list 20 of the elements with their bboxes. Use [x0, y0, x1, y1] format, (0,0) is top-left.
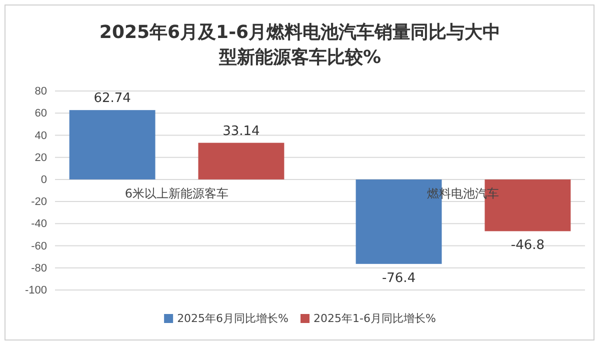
y-tick-label: 60: [34, 108, 47, 120]
bar: [69, 110, 156, 180]
chart-title: 2025年6月及1-6月燃料电池汽车销量同比与大中型新能源客车比较%: [99, 22, 501, 68]
data-label: 33.14: [222, 124, 260, 139]
legend-label: 2025年6月同比增长%: [177, 312, 289, 325]
y-tick-label: 80: [34, 86, 47, 98]
y-tick-label: -20: [31, 196, 47, 208]
y-tick-label: 0: [40, 174, 47, 186]
y-tick-label: -40: [31, 218, 47, 230]
y-tick-label: 40: [34, 130, 47, 142]
bar: [198, 142, 284, 180]
y-tick-label: -60: [31, 240, 47, 252]
y-tick-label: -80: [31, 262, 47, 274]
data-label: 62.74: [94, 91, 131, 106]
y-tick-label: -100: [24, 284, 47, 297]
y-tick-label: 20: [34, 152, 47, 164]
data-label: -76.4: [382, 270, 416, 286]
x-tick-label: 6米以上新能源客车: [124, 186, 229, 200]
legend-label: 2025年1-6月同比增长%: [314, 312, 436, 325]
data-label: -46.8: [510, 238, 545, 254]
